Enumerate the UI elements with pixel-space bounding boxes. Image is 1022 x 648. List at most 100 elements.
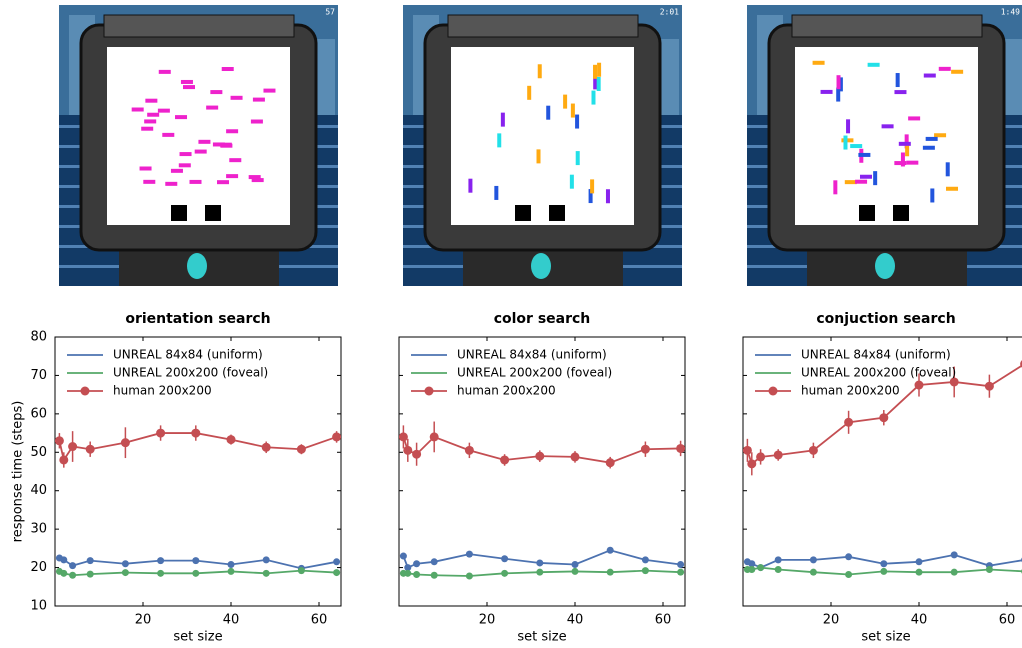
stimulus-bar bbox=[546, 106, 550, 120]
marker bbox=[466, 551, 473, 558]
marker bbox=[879, 413, 888, 422]
stimulus-bar bbox=[226, 174, 238, 178]
target-square bbox=[549, 205, 565, 221]
marker bbox=[748, 566, 755, 573]
marker bbox=[157, 557, 164, 564]
x-axis-label: set size bbox=[517, 630, 566, 645]
stimulus-bar bbox=[527, 86, 531, 100]
screenshot: 57 bbox=[59, 5, 338, 286]
marker bbox=[431, 572, 438, 579]
chart-title: color search bbox=[494, 311, 591, 327]
screenshot: 2:01 bbox=[403, 5, 682, 286]
marker bbox=[809, 446, 818, 455]
stimulus-bar bbox=[180, 152, 192, 156]
stimulus-bar bbox=[906, 161, 918, 165]
marker bbox=[951, 551, 958, 558]
chart-title: orientation search bbox=[125, 311, 270, 327]
marker bbox=[756, 452, 765, 461]
marker bbox=[192, 557, 199, 564]
monitor-top bbox=[792, 15, 982, 37]
x-tick-label: 20 bbox=[135, 613, 152, 628]
stimulus-bar bbox=[946, 162, 950, 176]
marker bbox=[535, 452, 544, 461]
marker bbox=[86, 445, 95, 454]
stimulus-bar bbox=[924, 74, 936, 78]
legend-label: UNREAL 200x200 (foveal) bbox=[113, 366, 268, 380]
marker bbox=[572, 568, 579, 575]
stimulus-bar bbox=[158, 109, 170, 113]
stimulus-bar bbox=[846, 119, 850, 133]
stimulus-bar bbox=[501, 113, 505, 127]
series-line bbox=[59, 433, 336, 460]
stimulus-bar bbox=[263, 89, 275, 93]
marker bbox=[403, 446, 412, 455]
stimulus-bar bbox=[141, 127, 153, 131]
marker bbox=[743, 446, 752, 455]
stimulus-bar bbox=[217, 180, 229, 184]
chart-title: conjuction search bbox=[816, 311, 955, 327]
stimulus-bar bbox=[837, 75, 841, 89]
marker bbox=[60, 556, 67, 563]
marker bbox=[263, 556, 270, 563]
screen bbox=[795, 47, 978, 225]
stimulus-bar bbox=[946, 187, 958, 191]
x-axis-label: set size bbox=[173, 630, 222, 645]
target-square bbox=[171, 205, 187, 221]
gaze-marker bbox=[531, 253, 551, 279]
marker bbox=[430, 432, 439, 441]
marker bbox=[775, 556, 782, 563]
marker bbox=[87, 557, 94, 564]
legend-label: UNREAL 84x84 (uniform) bbox=[113, 348, 263, 362]
monitor-top bbox=[448, 15, 638, 37]
legend-label: human 200x200 bbox=[801, 384, 900, 398]
x-tick-label: 40 bbox=[911, 613, 928, 628]
marker bbox=[60, 570, 67, 577]
stimulus-bar bbox=[231, 96, 243, 100]
stimulus-bar bbox=[894, 161, 906, 165]
marker bbox=[810, 556, 817, 563]
marker bbox=[500, 455, 509, 464]
stimulus-bar bbox=[845, 180, 857, 184]
marker bbox=[571, 452, 580, 461]
x-tick-label: 40 bbox=[567, 613, 584, 628]
stimulus-bar bbox=[159, 70, 171, 74]
marker bbox=[642, 567, 649, 574]
stimulus-bar bbox=[179, 163, 191, 167]
stimulus-bar bbox=[570, 175, 574, 189]
stimulus-bar bbox=[468, 179, 472, 193]
stimulus-bar bbox=[497, 133, 501, 147]
marker bbox=[333, 558, 340, 565]
marker bbox=[192, 570, 199, 577]
stimulus-bar bbox=[899, 142, 911, 146]
stimulus-bar bbox=[222, 67, 234, 71]
stimulus-bar bbox=[926, 137, 938, 141]
stimulus-bar bbox=[140, 166, 152, 170]
marker bbox=[413, 560, 420, 567]
gaze-marker bbox=[187, 253, 207, 279]
target-square bbox=[893, 205, 909, 221]
marker bbox=[191, 429, 200, 438]
legend-label: human 200x200 bbox=[113, 384, 212, 398]
timer: 2:01 bbox=[660, 8, 679, 17]
timer: 1:49 bbox=[1001, 8, 1020, 17]
stimulus-bar bbox=[571, 104, 575, 118]
stimulus-bar bbox=[896, 73, 900, 87]
marker bbox=[774, 450, 783, 459]
stimulus-bar bbox=[868, 63, 880, 67]
marker bbox=[297, 445, 306, 454]
stimulus-bar bbox=[145, 99, 157, 103]
y-axis-label: response time (steps) bbox=[11, 401, 26, 543]
chart: orientation search set size response time … bbox=[11, 311, 342, 645]
marker bbox=[332, 432, 341, 441]
stimulus-bar bbox=[229, 158, 241, 162]
scene: 57 bbox=[59, 5, 338, 286]
stimulus-bar bbox=[597, 63, 601, 77]
marker bbox=[844, 418, 853, 427]
screenshot: 1:49 bbox=[747, 5, 1022, 286]
stimulus-bar bbox=[162, 133, 174, 137]
y-tick-label: 60 bbox=[30, 406, 47, 421]
stimulus-bar bbox=[226, 129, 238, 133]
x-tick-label: 20 bbox=[823, 613, 840, 628]
legend-label: UNREAL 84x84 (uniform) bbox=[801, 348, 951, 362]
